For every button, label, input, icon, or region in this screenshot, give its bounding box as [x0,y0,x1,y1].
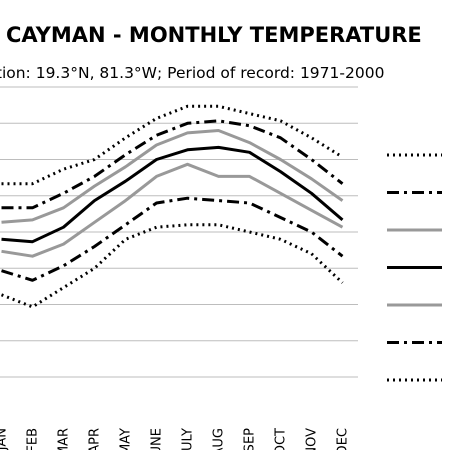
x-tick-label: AUG [212,428,227,450]
legend [387,153,442,382]
chart-title: CAYMAN - MONTHLY TEMPERATURE [6,23,422,47]
x-tick-label: MAY [119,428,134,450]
x-axis-ticks: JAN FEB MAR APR MAY JUNE JULY AUG SEP OCT NOV DEC [0,428,351,450]
series-line [1,104,344,186]
x-tick-label: FEB [26,428,41,450]
x-tick-label: JUNE [150,428,165,450]
x-tick-label: DEC [336,428,351,450]
x-tick-label: JAN [0,428,10,450]
series-line [1,129,344,224]
series-line [1,145,344,244]
x-tick-label: JULY [181,428,196,450]
x-tick-label: SEP [243,428,258,450]
x-tick-label: MAR [57,428,72,450]
x-tick-label: OCT [274,428,289,450]
x-tick-label: APR [88,428,103,450]
series-line [1,162,344,258]
data-series [0,104,344,309]
x-tick-label: NOV [305,428,320,450]
series-line [0,223,344,309]
series-line [1,119,344,210]
chart-subtitle: Location: 19.3°N, 81.3°W; Period of reco… [0,64,384,82]
series-line [1,196,344,282]
